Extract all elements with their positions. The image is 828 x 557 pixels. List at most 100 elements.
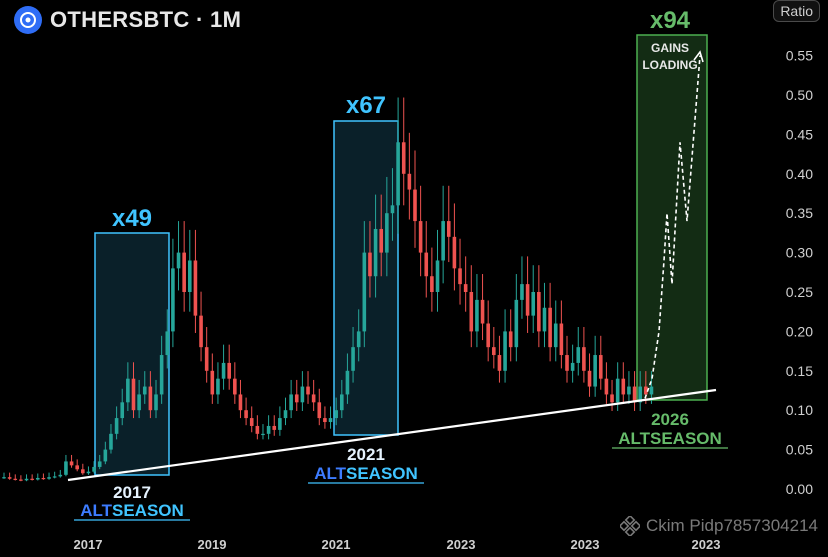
candle-body <box>351 347 355 371</box>
annotation-labels: x492017ALTSEASONx672021ALTSEASONx942026A… <box>74 7 728 521</box>
candle-body <box>632 386 637 403</box>
candle-body <box>154 394 158 411</box>
candle-body <box>520 284 524 300</box>
candle-body <box>294 394 299 403</box>
projection-layer <box>644 50 704 399</box>
candle-body <box>24 478 29 481</box>
candle-body <box>525 284 530 316</box>
candle-body <box>52 476 57 478</box>
candle-body <box>148 386 153 411</box>
altseason-label: ALTSEASON <box>314 464 418 483</box>
candle-body <box>638 386 642 403</box>
candle-body <box>210 370 215 395</box>
candle-body <box>272 425 277 430</box>
cycle-multiplier-label: x67 <box>346 92 386 119</box>
candle-body <box>64 461 68 475</box>
candle-body <box>255 425 260 434</box>
candle-body <box>13 478 18 480</box>
candle-body <box>334 410 338 419</box>
cycle-year-label: 2017 <box>113 483 151 502</box>
candle-body <box>311 394 316 403</box>
candle-body <box>289 394 293 411</box>
candle-body <box>463 284 468 292</box>
candle-body <box>514 299 519 348</box>
y-tick-label: 0.10 <box>786 402 813 418</box>
candle-body <box>469 292 474 332</box>
candle-body <box>593 355 597 387</box>
candle-body <box>531 292 536 316</box>
candle-body <box>418 221 423 253</box>
candle-body <box>621 378 626 395</box>
x-tick-label: 2017 <box>74 537 103 552</box>
candle-body <box>345 370 350 395</box>
y-tick-label: 0.00 <box>786 481 813 497</box>
x-tick-label: 2021 <box>322 537 351 552</box>
candle-body <box>368 252 372 277</box>
candle-body <box>300 386 305 403</box>
candle-body <box>233 378 237 395</box>
candle-body <box>142 386 147 395</box>
candle-body <box>570 362 575 371</box>
watermark: Ckim Pidp7857304214 <box>619 516 818 536</box>
altseason-word-season: SEASON <box>112 501 184 520</box>
candle-body <box>137 394 141 411</box>
candle-body <box>199 315 203 348</box>
candle-body <box>441 221 445 261</box>
y-tick-label: 0.35 <box>786 205 813 221</box>
y-tick-label: 0.50 <box>786 87 813 103</box>
candle-body <box>47 477 51 479</box>
candle-body <box>266 425 271 434</box>
candle-body <box>587 370 592 387</box>
candle-body <box>480 299 485 324</box>
y-tick-label: 0.55 <box>786 48 813 64</box>
symbol-title: OTHERSBTC · 1M <box>50 7 242 32</box>
y-tick-label: 0.25 <box>786 284 813 300</box>
cycle-year-label: 2021 <box>347 445 385 464</box>
candle-body <box>446 221 451 237</box>
support-trendline <box>67 388 717 482</box>
watermark-text: Ckim Pidp7857304214 <box>645 516 818 535</box>
trendline-layer <box>67 388 717 482</box>
candle-body <box>458 268 462 285</box>
candle-body <box>317 402 322 419</box>
candle-body <box>306 386 310 395</box>
gains-loading-note: GAINS <box>651 41 689 55</box>
scale-mode-button[interactable]: Ratio <box>773 0 820 22</box>
y-tick-label: 0.05 <box>786 442 813 458</box>
candle-body <box>598 355 603 379</box>
x-axis: 2017 2019 2021 2023 2023 2023 <box>74 537 721 552</box>
candle-body <box>435 260 440 292</box>
candle-body <box>244 410 248 419</box>
cycle-multiplier-label: x49 <box>112 205 152 232</box>
candle-body <box>131 378 136 411</box>
cycle-multiplier-label: x94 <box>650 7 691 34</box>
candle-body <box>503 331 507 371</box>
x-tick-label: 2019 <box>198 537 227 552</box>
candle-body <box>576 347 581 363</box>
candles-layer <box>2 97 654 482</box>
candle-body <box>75 465 79 470</box>
candle-body <box>171 268 175 332</box>
candle-body <box>565 355 569 371</box>
candle-body <box>508 331 513 348</box>
altseason-word-season: SEASON <box>346 464 418 483</box>
candle-body <box>92 466 96 472</box>
candle-body <box>204 347 209 371</box>
gains-loading-note: LOADING <box>642 58 697 72</box>
candle-body <box>649 386 654 395</box>
candle-body <box>187 260 192 292</box>
candle-body <box>362 252 367 332</box>
candle-body <box>30 478 34 480</box>
chart-header: OTHERSBTC · 1M <box>14 6 241 34</box>
candle-body <box>114 418 119 434</box>
candle-body <box>430 276 434 292</box>
candle-body <box>182 252 186 292</box>
y-tick-label: 0.40 <box>786 166 813 182</box>
candle-body <box>385 213 389 253</box>
candle-body <box>492 347 496 356</box>
candle-body <box>379 228 384 253</box>
candle-body <box>486 323 490 348</box>
candle-body <box>97 461 102 467</box>
candle-body <box>227 362 231 379</box>
